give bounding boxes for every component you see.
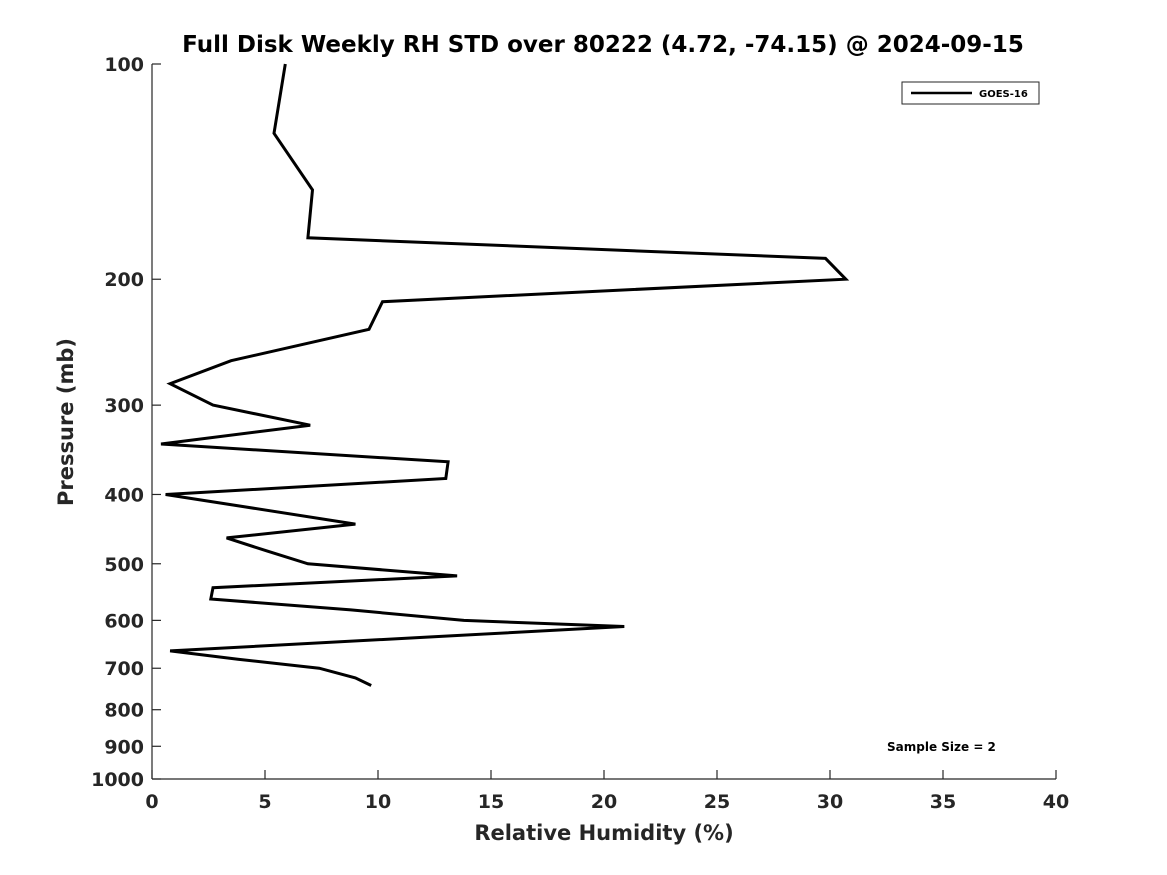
- sample-size-annotation: Sample Size = 2: [887, 740, 996, 754]
- x-tick-label: 35: [930, 791, 956, 813]
- x-tick-label: 30: [817, 791, 843, 813]
- y-tick-label: 400: [104, 484, 144, 506]
- legend-label-goes16: GOES-16: [979, 89, 1028, 100]
- x-tick-label: 0: [145, 791, 158, 813]
- x-tick-label: 10: [365, 791, 391, 813]
- y-tick-label: 700: [104, 658, 144, 680]
- series-layer: [160, 63, 850, 687]
- y-tick-label: 800: [104, 700, 144, 722]
- x-tick-label: 25: [704, 791, 730, 813]
- x-axis-label: Relative Humidity (%): [474, 821, 733, 845]
- x-tick-label: 20: [591, 791, 617, 813]
- x-tick-label: 40: [1043, 791, 1069, 813]
- series-line-goes-16: [160, 63, 850, 687]
- y-tick-label: 900: [104, 736, 144, 758]
- y-tick-label: 100: [104, 54, 144, 76]
- y-tick-label: 300: [104, 395, 144, 417]
- y-tick-label: 200: [104, 269, 144, 291]
- y-ticks: 100 200 300 400 500 600 700 800 900 1000: [91, 54, 161, 791]
- y-tick-label: 500: [104, 554, 144, 576]
- y-axis-label: Pressure (mb): [54, 338, 78, 506]
- x-ticks: 0 5 10 15 20 25 30 35 40: [145, 770, 1069, 813]
- y-tick-label: 600: [104, 610, 144, 632]
- y-tick-label: 1000: [91, 769, 144, 791]
- legend: GOES-16: [901, 81, 1040, 105]
- x-tick-label: 15: [478, 791, 504, 813]
- x-tick-label: 5: [258, 791, 271, 813]
- chart-title: Full Disk Weekly RH STD over 80222 (4.72…: [182, 32, 1024, 58]
